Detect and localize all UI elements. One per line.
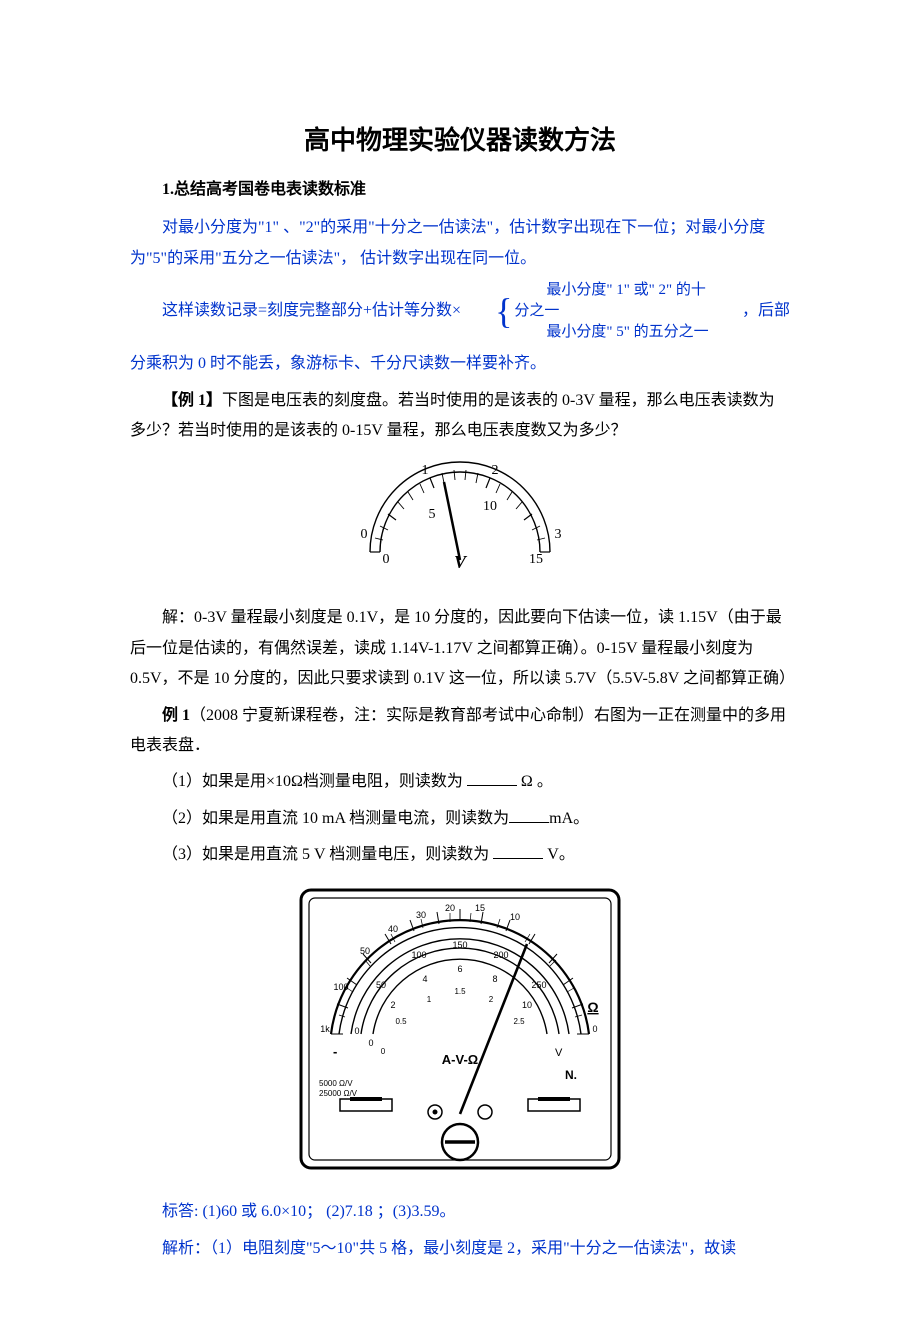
page-title: 高中物理实验仪器读数方法 (130, 120, 790, 157)
multimeter-svg: 1k 100 50 40 30 20 15 10 0 0 50 100 150 … (295, 884, 625, 1174)
vm-lower-10: 10 (483, 499, 497, 514)
question-2: （2）如果是用直流 10 mA 档测量电流，则读数为 mA。 (130, 804, 790, 834)
case-top: 最小分度" 1" 或" 2" 的十分之一 (514, 280, 710, 322)
mm-screw-right-icon (478, 1105, 492, 1119)
blank-1 (467, 769, 517, 786)
formula-line: 这样读数记录=刻度完整部分+估计等分数× { 最小分度" 1" 或" 2" 的十… (130, 280, 790, 343)
mm-v-200: 200 (493, 950, 508, 960)
para-rule-2: 分乘积为 0 时不能丢，象游标卡、千分尺读数一样要补齐。 (130, 349, 790, 379)
example-1: 【例 1】下图是电压表的刻度盘。若当时使用的是该表的 0-3V 量程，那么电压表… (130, 386, 790, 447)
mm-center-label: A-V-Ω (442, 1052, 478, 1067)
brace-icon: { (463, 295, 512, 327)
q2-post: mA。 (549, 810, 589, 827)
question-3: （3）如果是用直流 5 V 档测量电压，则读数为 V。 (130, 840, 790, 870)
vm-lower-0: 0 (383, 552, 390, 567)
mm-ohm-20: 20 (445, 903, 455, 913)
mm-ohm-15: 15 (475, 903, 485, 913)
mm-v-0: 0 (354, 1026, 359, 1036)
mm-ohm-100: 100 (333, 982, 348, 992)
mm-v-50: 50 (376, 980, 386, 990)
mm-s-25: 2.5 (513, 1017, 525, 1026)
mm-s-15: 1.5 (454, 987, 466, 996)
mm-a-4: 4 (422, 974, 427, 984)
mm-s-05: 0.5 (395, 1017, 407, 1026)
voltmeter-needle (444, 482, 460, 560)
mm-s-2: 2 (489, 995, 494, 1004)
question-1: （1）如果是用×10Ω档测量电阻，则读数为 Ω 。 (130, 767, 790, 797)
section-1-heading: 1.总结高考国卷电表读数标准 (130, 175, 790, 205)
mm-sens-2: 25000 Ω/V (319, 1089, 358, 1098)
q2-pre: （2）如果是用直流 10 mA 档测量电流，则读数为 (162, 810, 509, 827)
q1-pre: （1）如果是用×10Ω档测量电阻，则读数为 (162, 773, 467, 790)
example-2: 例 1（2008 宁夏新课程卷，注：实际是教育部考试中心命制）右图为一正在测量中… (130, 701, 790, 762)
mm-n-label: N. (565, 1068, 577, 1082)
mm-ohm-30: 30 (416, 910, 426, 920)
standard-answer: 标答: (1)60 或 6.0×10； (2)7.18 ；(3)3.59。 (130, 1197, 790, 1227)
mm-a-8: 8 (492, 974, 497, 984)
q1-post: Ω 。 (517, 773, 553, 790)
mm-ohm-10: 10 (510, 912, 520, 922)
mm-a-10: 10 (522, 1000, 532, 1010)
mm-s-0: 0 (381, 1047, 386, 1056)
case-bot: 最小分度" 5" 的五分之一 (514, 322, 710, 343)
example-2-prefix: 例 1 (162, 707, 190, 724)
voltmeter-svg: 0 1 2 3 0 5 10 15 V (350, 460, 570, 580)
mm-a-6: 6 (457, 964, 462, 974)
vm-lower-15: 15 (529, 552, 543, 567)
mm-v-150: 150 (452, 940, 467, 950)
example-1-prefix: 【例 1】 (162, 392, 222, 409)
mm-a-0: 0 (368, 1038, 373, 1048)
vm-unit: V (454, 552, 468, 572)
vm-upper-0: 0 (361, 527, 368, 542)
vm-lower-5: 5 (429, 507, 436, 522)
voltmeter-figure: 0 1 2 3 0 5 10 15 V (130, 460, 790, 585)
vm-upper-3: 3 (555, 527, 562, 542)
solution-1: 解：0-3V 量程最小刻度是 0.1V，是 10 分度的，因此要向下估读一位，读… (130, 603, 790, 694)
formula-cases: 最小分度" 1" 或" 2" 的十分之一 最小分度" 5" 的五分之一 (514, 280, 710, 343)
mm-ohm-40: 40 (388, 924, 398, 934)
blank-3 (493, 842, 543, 859)
mm-ohm-1k: 1k (320, 1024, 330, 1034)
example-2-text: （2008 宁夏新课程卷，注：实际是教育部考试中心命制）右图为一正在测量中的多用… (130, 707, 786, 754)
multimeter-figure: 1k 100 50 40 30 20 15 10 0 0 50 100 150 … (130, 884, 790, 1179)
mm-ohm-0: 0 (592, 1024, 597, 1034)
vm-upper-2: 2 (492, 463, 499, 478)
mm-s-1: 1 (427, 995, 432, 1004)
mm-v-100: 100 (411, 950, 426, 960)
mm-a-2: 2 (390, 1000, 395, 1010)
mm-v-250: 250 (531, 980, 546, 990)
mm-ohm-50: 50 (360, 946, 370, 956)
formula-post: ，后部 (710, 296, 790, 326)
formula-pre: 这样读数记录=刻度完整部分+估计等分数× (130, 296, 461, 326)
analysis: 解析：（1）电阻刻度"5～10"共 5 格，最小刻度是 2，采用"十分之一估读法… (130, 1234, 790, 1264)
example-1-text: 下图是电压表的刻度盘。若当时使用的是该表的 0-3V 量程，那么电压表读数为多少… (130, 392, 775, 439)
vm-upper-1: 1 (422, 463, 429, 478)
mm-v-label: V (555, 1047, 563, 1059)
blank-2 (509, 806, 549, 823)
mm-neg-icon: - (333, 1044, 337, 1059)
mm-sens-1: 5000 Ω/V (319, 1079, 353, 1088)
q3-pre: （3）如果是用直流 5 V 档测量电压，则读数为 (162, 846, 493, 863)
q3-post: V。 (543, 846, 575, 863)
para-rule-1: 对最小分度为"1" 、"2"的采用"十分之一估读法"，估计数字出现在下一位；对最… (130, 213, 790, 274)
mm-ohm-label: Ω (587, 999, 598, 1015)
